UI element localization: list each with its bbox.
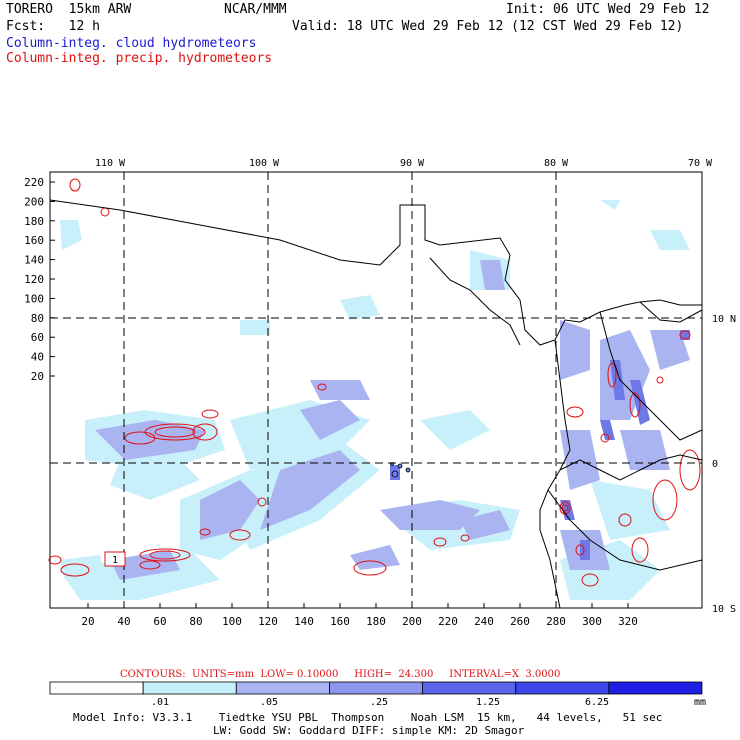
x-tick-label: 260 [510, 615, 530, 628]
x-tick-label: 100 [222, 615, 242, 628]
colorbar-cell [515, 681, 610, 695]
model-name: TORERO 15km ARW [6, 2, 132, 17]
colorbar-cell [422, 681, 517, 695]
x-tick-label: 60 [153, 615, 166, 628]
colorbar-label-4: 6.25 [585, 697, 610, 708]
model-info-line1: Model Info: V3.3.1 Tiedtke YSU PBL Thomp… [73, 711, 663, 724]
forecast-hour: Fcst: 12 h [6, 19, 100, 34]
lat-label-10n: 10 N [712, 314, 736, 325]
y-tick-label: 60 [31, 331, 44, 344]
valid-time: Valid: 18 UTC Wed 29 Feb 12 (12 CST Wed … [292, 19, 684, 34]
lon-label-70w: 70 W [688, 158, 713, 169]
colorbar-cell [608, 681, 703, 695]
init-time: Init: 06 UTC Wed 29 Feb 12 [506, 2, 710, 17]
model-info-line2: LW: Godd SW: Goddard DIFF: simple KM: 2D… [213, 724, 525, 737]
y-tick-label: 220 [24, 176, 44, 189]
y-tick-label: 120 [24, 273, 44, 286]
precip-contours [48, 178, 701, 587]
x-tick-label: 240 [474, 615, 494, 628]
max-marker-box [104, 551, 126, 567]
x-tick-label: 140 [294, 615, 314, 628]
y-tick-label: 80 [31, 312, 44, 325]
field-precip-title: Column-integ. precip. hydrometeors [6, 51, 273, 66]
colorbar-label-0: .01 [151, 697, 170, 708]
x-tick-label: 220 [438, 615, 458, 628]
x-tick-label: 40 [117, 615, 130, 628]
colorbar-label-2: .25 [370, 697, 389, 708]
lat-label-0: 0 [712, 459, 718, 470]
weather-map: 110 W 100 W 90 W 80 W 70 W [24, 158, 736, 628]
x-axis-ticks: 20 40 60 80 100 120 140 160 180 200 220 240 260 280 30… [81, 603, 638, 628]
lat-label-10s: 10 S [712, 604, 736, 615]
colorbar-unit: mm [694, 697, 707, 708]
x-tick-label: 80 [189, 615, 202, 628]
x-tick-label: 200 [402, 615, 422, 628]
y-tick-label: 100 [24, 292, 44, 305]
x-tick-label: 320 [618, 615, 638, 628]
y-tick-label: 200 [24, 195, 44, 208]
x-tick-label: 120 [258, 615, 278, 628]
y-tick-label: 40 [31, 351, 44, 364]
y-tick-label: 160 [24, 234, 44, 247]
colorbar-label-3: 1.25 [476, 697, 501, 708]
center-name: NCAR/MMM [224, 2, 287, 17]
colorbar-cell [235, 681, 330, 695]
y-tick-label: 20 [31, 370, 44, 383]
contour-info: CONTOURS: UNITS=mm LOW= 0.10000 HIGH= 24… [120, 669, 561, 680]
y-tick-label: 180 [24, 215, 44, 228]
colorbar [49, 681, 703, 695]
lon-label-90w: 90 W [400, 158, 425, 169]
coastlines [49, 199, 703, 609]
lon-label-110w: 110 W [95, 158, 126, 169]
x-tick-label: 280 [546, 615, 566, 628]
x-tick-label: 180 [366, 615, 386, 628]
colorbar-label-1: .05 [260, 697, 279, 708]
x-tick-label: 20 [81, 615, 94, 628]
lat-lon-grid [50, 172, 702, 608]
colorbar-cell [49, 681, 144, 695]
field-cloud-title: Column-integ. cloud hydrometeors [6, 36, 257, 51]
colorbar-cell [142, 681, 237, 695]
x-tick-label: 160 [330, 615, 350, 628]
max-marker-label: 1 [112, 555, 118, 566]
colorbar-cell [329, 681, 423, 695]
x-tick-label: 300 [582, 615, 602, 628]
lon-label-80w: 80 W [544, 158, 569, 169]
y-axis-ticks: 220 200 180 160 140 120 100 80 60 40 20 [24, 176, 55, 383]
y-tick-label: 140 [24, 254, 44, 267]
lon-label-100w: 100 W [249, 158, 280, 169]
